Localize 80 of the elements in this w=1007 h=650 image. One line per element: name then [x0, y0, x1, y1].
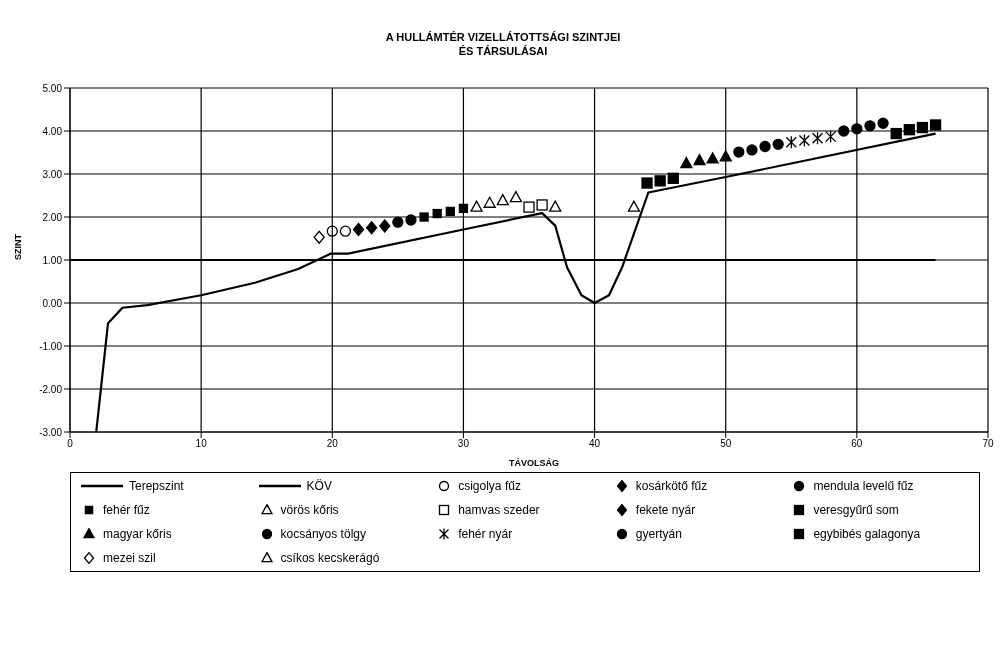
point	[392, 216, 404, 228]
x-axis-title: TÁVOLSÁG	[508, 458, 560, 468]
point	[483, 196, 496, 208]
point	[654, 175, 666, 187]
point	[824, 129, 837, 144]
legend-label: magyar kőris	[103, 527, 172, 541]
point	[379, 219, 391, 233]
x-tick-label: 40	[589, 438, 601, 450]
point	[851, 123, 863, 135]
point	[419, 212, 429, 222]
point	[811, 131, 824, 145]
point	[693, 154, 706, 166]
point	[798, 133, 811, 148]
y-tick-label: 2.00	[42, 211, 63, 223]
legend-label: vörös kőris	[280, 503, 339, 517]
point	[929, 119, 942, 131]
y-tick-label: -3.00	[39, 426, 63, 438]
point	[536, 199, 548, 211]
legend-label: gyertyán	[635, 527, 682, 541]
point	[326, 225, 338, 237]
legend-label: veresgyűrű som	[813, 503, 899, 517]
point	[733, 146, 745, 158]
point	[838, 125, 850, 137]
point	[877, 117, 889, 129]
point	[509, 191, 523, 203]
x-tick-label: 20	[326, 438, 339, 450]
point	[706, 152, 719, 164]
legend-label: mezei szil	[103, 551, 156, 565]
legend-label: kocsányos tölgy	[280, 527, 366, 541]
x-tick-label: 70	[982, 438, 994, 450]
y-axis-title: SZINT	[13, 233, 24, 260]
point	[641, 177, 653, 189]
legend-label: fehér fűz	[103, 503, 150, 517]
point	[365, 221, 378, 235]
point	[719, 150, 732, 162]
point	[458, 203, 469, 214]
point	[523, 201, 535, 213]
legend-label: kosárkötő fűz	[635, 479, 708, 493]
point	[746, 144, 758, 156]
legend-label: hamvas szeder	[458, 503, 540, 517]
point	[903, 124, 915, 136]
point	[627, 200, 641, 212]
legend-label: csigolya fűz	[458, 479, 521, 493]
chart-title: A HULLÁMTÉR VIZELLÁTOTTSÁGI SZINTJEI ÉS TÁRSULÁSAI	[384, 30, 622, 58]
point	[549, 200, 562, 212]
point	[916, 121, 929, 134]
point	[313, 230, 325, 244]
x-tick-label: 60	[851, 438, 863, 450]
x-tick-label: 0	[67, 438, 74, 450]
legend-label: csíkos kecskerágó	[280, 551, 380, 565]
point	[339, 225, 352, 237]
legend-label: mendula levelű fűz	[813, 479, 914, 493]
point	[405, 214, 417, 226]
point	[445, 206, 455, 217]
legend-label: Terepszint	[129, 479, 184, 493]
point	[890, 127, 902, 140]
x-tick-label: 50	[720, 438, 732, 450]
point	[680, 157, 693, 169]
point	[772, 138, 784, 150]
legend-label: egybibés galagonya	[813, 527, 921, 541]
legend-label: fekete nyár	[635, 503, 696, 517]
point	[352, 222, 365, 237]
y-tick-label: 3.00	[42, 168, 63, 180]
point	[864, 120, 876, 132]
point	[667, 172, 679, 184]
legend-label: fehér nyár	[458, 527, 513, 541]
y-tick-label: 4.00	[42, 125, 63, 137]
x-tick-label: 30	[457, 438, 470, 450]
point	[759, 140, 771, 153]
point	[785, 135, 797, 149]
point	[470, 200, 483, 212]
y-tick-label: 5.00	[42, 82, 63, 94]
point	[496, 194, 509, 206]
point	[432, 208, 442, 219]
y-tick-label: -2.00	[39, 383, 63, 395]
y-tick-label: 1.00	[42, 254, 63, 266]
legend-label: KÖV	[306, 479, 332, 493]
y-tick-label: -1.00	[39, 340, 63, 352]
x-tick-label: 10	[195, 438, 208, 450]
y-tick-label: 0.00	[42, 297, 63, 309]
